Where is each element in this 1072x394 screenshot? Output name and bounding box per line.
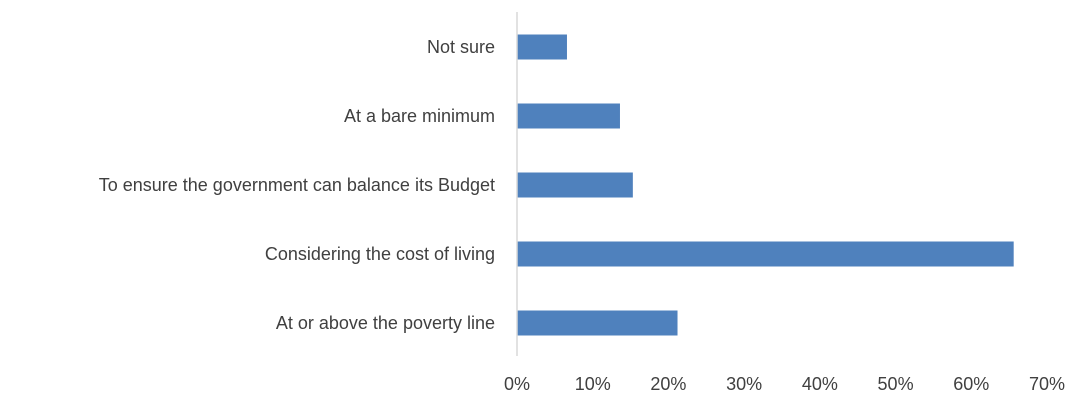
bar <box>517 241 1014 267</box>
x-tick-labels-layer: 0% 10% 20% 30% 40% 50% 60% 70% <box>504 374 1065 394</box>
x-tick-label: 20% <box>650 374 686 394</box>
category-labels-layer: Not sure At a bare minimum To ensure the g… <box>99 37 495 333</box>
x-tick-label: 60% <box>953 374 989 394</box>
x-tick-label: 10% <box>575 374 611 394</box>
x-tick-label: 50% <box>878 374 914 394</box>
category-label: To ensure the government can balance its… <box>99 175 495 195</box>
bar <box>517 103 620 129</box>
x-tick-label: 70% <box>1029 374 1065 394</box>
category-label: At or above the poverty line <box>276 313 495 333</box>
bar <box>517 172 633 198</box>
category-label: At a bare minimum <box>344 106 495 126</box>
x-tick-label: 40% <box>802 374 838 394</box>
x-tick-label: 0% <box>504 374 530 394</box>
bar <box>517 34 567 60</box>
x-tick-label: 30% <box>726 374 762 394</box>
category-label: Considering the cost of living <box>265 244 495 264</box>
category-label: Not sure <box>427 37 495 57</box>
bars-layer <box>517 34 1014 336</box>
bar <box>517 310 678 336</box>
